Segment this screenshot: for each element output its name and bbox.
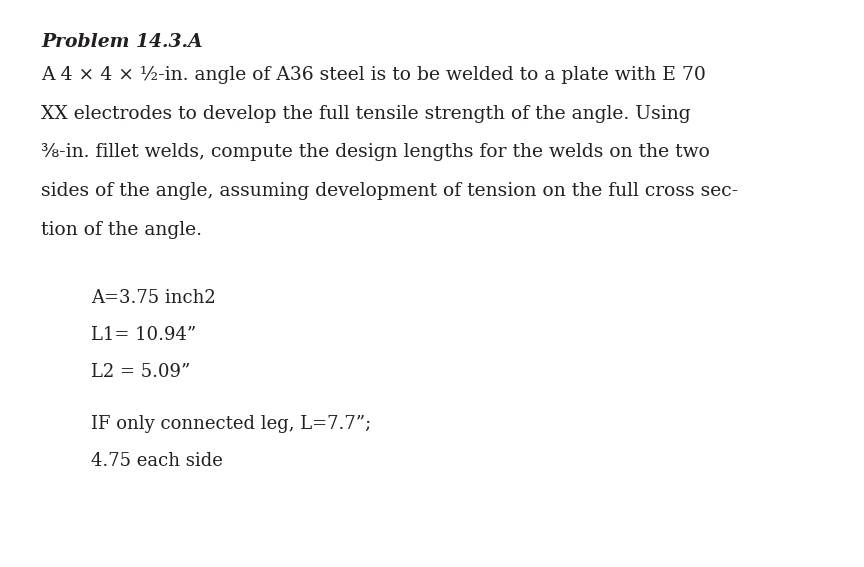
- Text: A=3.75 inch2: A=3.75 inch2: [91, 289, 215, 307]
- Text: A 4 × 4 × ½-in. angle of A36 steel is to be welded to a plate with E 70: A 4 × 4 × ½-in. angle of A36 steel is to…: [41, 66, 707, 84]
- Text: tion of the angle.: tion of the angle.: [41, 221, 202, 239]
- Text: ⅜-in. fillet welds, compute the design lengths for the welds on the two: ⅜-in. fillet welds, compute the design l…: [41, 143, 710, 162]
- Text: 4.75 each side: 4.75 each side: [91, 452, 223, 470]
- Text: L1= 10.94”: L1= 10.94”: [91, 326, 196, 344]
- Text: XX electrodes to develop the full tensile strength of the angle. Using: XX electrodes to develop the full tensil…: [41, 105, 691, 123]
- Text: Problem 14.3.A: Problem 14.3.A: [41, 33, 203, 51]
- Text: IF only connected leg, L=7.7”;: IF only connected leg, L=7.7”;: [91, 415, 371, 433]
- Text: L2 = 5.09”: L2 = 5.09”: [91, 363, 190, 381]
- Text: sides of the angle, assuming development of tension on the full cross sec-: sides of the angle, assuming development…: [41, 182, 739, 200]
